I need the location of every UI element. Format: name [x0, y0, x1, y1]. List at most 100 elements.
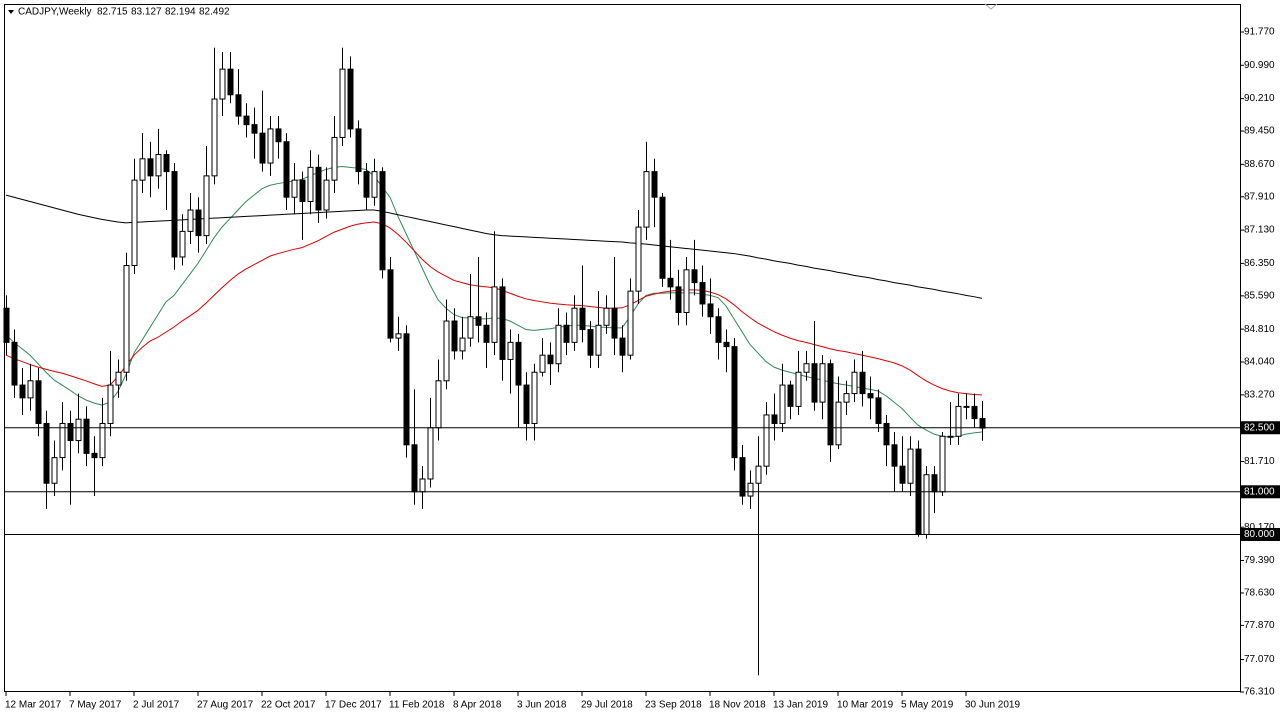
candle-body	[251, 124, 258, 134]
candle-body	[419, 478, 426, 493]
x-tick-label: 13 Jan 2019	[773, 700, 828, 711]
ohlc-open: 82.715	[97, 7, 128, 18]
candle-body	[219, 68, 226, 100]
candle-body	[739, 457, 746, 497]
y-tick-label: 90.990	[1244, 60, 1275, 71]
candle-body	[363, 171, 370, 198]
candle-body	[203, 175, 210, 237]
y-tick-label: 77.870	[1244, 620, 1275, 631]
candle-body	[299, 179, 306, 202]
y-tick-label: 80.170	[1244, 522, 1275, 533]
candle-body	[515, 341, 522, 386]
candle-body	[339, 68, 346, 138]
candle-body	[971, 405, 978, 420]
y-tick-label: 78.630	[1244, 588, 1275, 599]
candle-body	[675, 286, 682, 313]
shift-marker	[984, 3, 998, 10]
candle-body	[803, 363, 810, 373]
candle-body	[307, 166, 314, 202]
candle-body	[643, 171, 650, 228]
candle-body	[11, 341, 18, 386]
y-tick-label: 90.210	[1244, 93, 1275, 104]
candle-body	[115, 371, 122, 386]
candle-body	[187, 209, 194, 232]
candle-body	[763, 414, 770, 467]
candle-body	[771, 414, 778, 424]
candle-body	[507, 341, 514, 360]
x-tick-label: 8 Apr 2018	[453, 700, 502, 711]
candle-body	[131, 179, 138, 267]
x-tick-label: 3 Jun 2018	[517, 700, 567, 711]
candle-body	[539, 354, 546, 373]
candle-body	[83, 418, 90, 454]
candle-body	[883, 422, 890, 446]
candle-body	[123, 265, 130, 373]
candle-body	[947, 435, 954, 438]
y-tick-label: 88.670	[1244, 159, 1275, 170]
candle-body	[747, 482, 754, 497]
y-tick-label: 81.710	[1244, 456, 1275, 467]
candle-body	[779, 384, 786, 424]
candle-body	[979, 418, 986, 429]
y-tick-label: 87.130	[1244, 225, 1275, 236]
candle-body	[347, 68, 354, 130]
candle-body	[235, 94, 242, 117]
candle-body	[475, 316, 482, 326]
x-tick-label: 18 Nov 2018	[709, 700, 766, 711]
candle-body	[491, 286, 498, 343]
y-tick-label: 87.910	[1244, 191, 1275, 202]
candle-body	[155, 154, 162, 177]
candle-body	[851, 371, 858, 395]
candle-body	[699, 282, 706, 305]
candle-body	[331, 136, 338, 181]
candle-body	[179, 230, 186, 258]
candle-body	[91, 452, 98, 459]
candle-body	[835, 401, 842, 446]
candle-body	[107, 384, 114, 424]
candle-body	[691, 269, 698, 284]
level-label-bg	[1241, 527, 1280, 541]
candle-body	[323, 179, 330, 211]
y-tick-label: 84.040	[1244, 357, 1275, 368]
candle-body	[67, 422, 74, 442]
candle-body	[611, 307, 618, 339]
candle-body	[395, 333, 402, 339]
candle-body	[483, 324, 490, 343]
ohlc-close: 82.492	[199, 7, 230, 18]
x-tick-label: 5 May 2019	[901, 700, 954, 711]
candle-body	[227, 68, 234, 96]
candle-body	[707, 303, 714, 318]
candle-body	[451, 320, 458, 352]
candle-body	[531, 371, 538, 424]
symbol: CADJPY,Weekly	[18, 7, 92, 18]
candle-body	[499, 286, 506, 360]
candle-body	[603, 307, 610, 326]
candle-body	[211, 98, 218, 177]
candle-body	[267, 128, 274, 164]
x-tick-label: 7 May 2017	[69, 700, 122, 711]
candle-body	[275, 128, 282, 143]
y-tick-label: 79.390	[1244, 555, 1275, 566]
x-tick-label: 23 Sep 2018	[645, 700, 702, 711]
candle-body	[27, 380, 34, 399]
candle-body	[427, 427, 434, 480]
candle-body	[75, 418, 82, 442]
candle-body	[867, 393, 874, 399]
candle-body	[59, 422, 66, 459]
candle-body	[291, 179, 298, 198]
candle-body	[387, 269, 394, 339]
menu-arrow[interactable]	[8, 10, 14, 14]
candle-body	[379, 171, 386, 271]
candle-body	[619, 337, 626, 356]
candle-body	[355, 128, 362, 173]
level-label-bg	[1241, 421, 1280, 435]
candle-body	[523, 384, 530, 424]
candle-body	[315, 166, 322, 211]
candle-body	[147, 158, 154, 177]
level-label: 81.000	[1244, 486, 1275, 497]
x-tick-label: 29 Jul 2018	[581, 700, 633, 711]
candle-body	[243, 115, 250, 126]
candle-body	[939, 435, 946, 493]
candle-body	[35, 380, 42, 424]
